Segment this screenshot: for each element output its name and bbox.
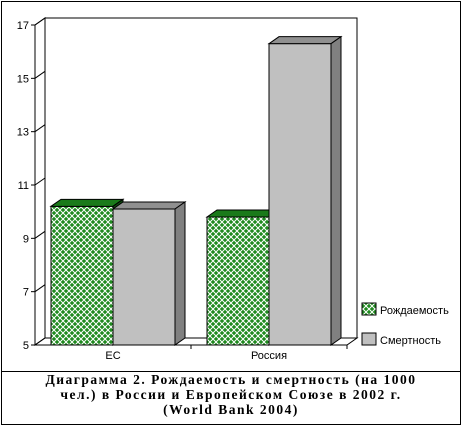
legend-label-0: Рождаемость [380, 305, 449, 317]
bar-death-1 [268, 43, 332, 346]
bar-side-1-1 [330, 35, 342, 346]
y-tick-label: 5 [23, 340, 29, 352]
legend-swatch-0 [361, 302, 377, 316]
y-tick-diagonal [34, 177, 46, 186]
y-tick-label: 15 [17, 73, 29, 85]
y-tick-label: 11 [18, 180, 29, 192]
y-tick-diagonal [34, 230, 46, 239]
bar-death-0 [112, 208, 176, 346]
y-tick-diagonal [34, 124, 46, 133]
chart: 5 7 9 11 13 15 17 ЕС Россия Рождаемость Смертност… [17, 17, 449, 362]
y-tick-label: 9 [23, 233, 29, 245]
legend-swatch-1 [361, 332, 377, 346]
caption-divider [2, 371, 460, 372]
bars [49, 35, 343, 346]
x-tick-label: ЕС [105, 350, 120, 362]
legend: Рождаемость Смертность [361, 302, 449, 347]
y-tick-diagonal [34, 337, 46, 346]
bar-side-1-0 [174, 201, 186, 346]
y-tick-label: 17 [17, 20, 29, 32]
caption-line-3: (World Bank 2004) [163, 402, 299, 417]
bar-top-0-0 [49, 198, 125, 207]
y-tick-label: 7 [23, 287, 29, 299]
y-tick-diagonal [34, 17, 46, 26]
figure-caption: Диаграмма 2. Рождаемость и смертность (н… [0, 372, 462, 417]
bar-top-1-1 [267, 36, 343, 45]
bar-birth-1 [206, 216, 270, 346]
caption-line-1: Диаграмма 2. Рождаемость и смертность (н… [45, 372, 417, 387]
bar-top-1-0 [111, 201, 187, 210]
y-tick-diagonal [34, 284, 46, 293]
legend-label-1: Смертность [380, 335, 441, 347]
x-tick-label: Россия [251, 350, 287, 362]
bar-birth-0 [50, 205, 114, 346]
y-tick-diagonal [34, 70, 46, 79]
y-tick-label: 13 [17, 127, 29, 139]
caption-line-2: чел.) в России и Европейском Союзе в 200… [60, 387, 402, 402]
bar-top-0-1 [205, 209, 281, 218]
